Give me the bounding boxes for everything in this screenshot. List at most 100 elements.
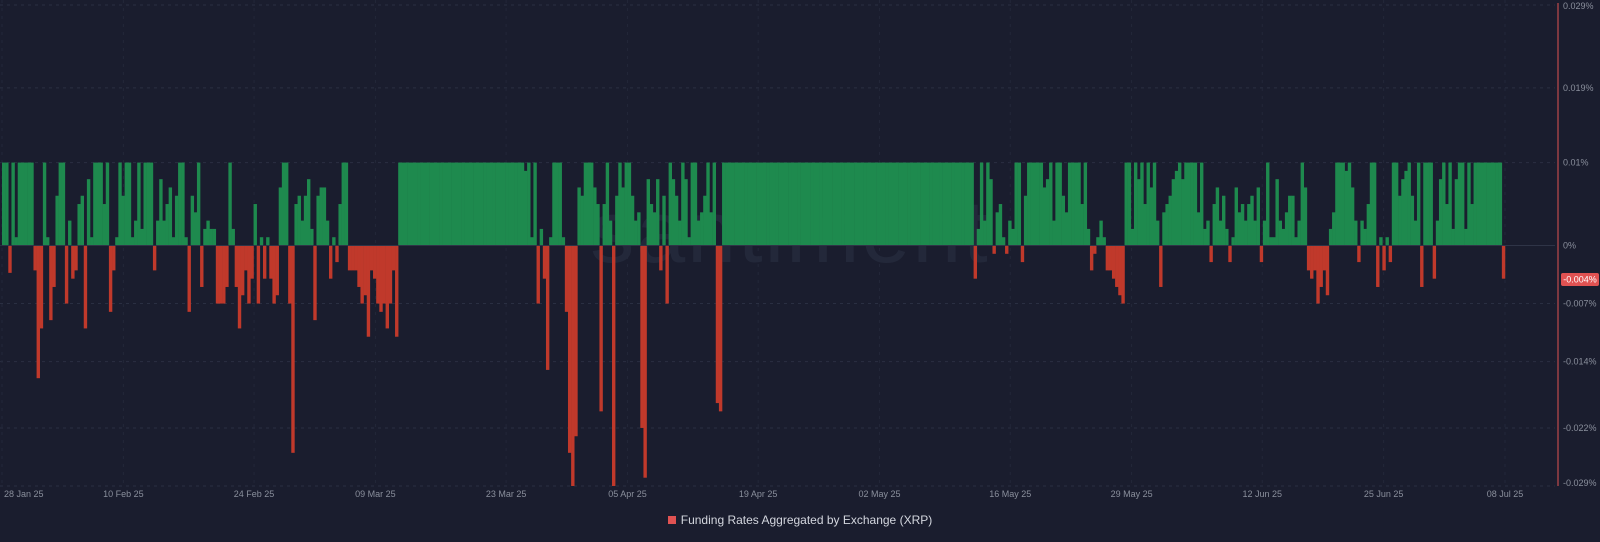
bar-positive[interactable] [162,220,166,246]
bar-positive[interactable] [800,162,805,246]
bar-positive[interactable] [206,220,210,246]
bar-positive[interactable] [61,162,66,246]
bar-positive[interactable] [602,204,606,246]
bar-positive[interactable] [819,162,823,246]
bar-positive[interactable] [1460,162,1465,246]
bar-negative[interactable] [1259,245,1264,263]
bar-positive[interactable] [860,162,864,246]
bar-positive[interactable] [508,162,512,246]
bar-positive[interactable] [137,162,141,246]
bar-positive[interactable] [957,162,962,246]
bar-positive[interactable] [115,237,119,246]
bar-positive[interactable] [310,228,314,246]
bar-positive[interactable] [728,162,732,246]
bar-positive[interactable] [583,162,588,246]
bar-positive[interactable] [134,220,138,246]
bar-positive[interactable] [1407,162,1411,246]
bar-positive[interactable] [1231,237,1235,246]
bar-negative[interactable] [391,245,396,271]
bar-positive[interactable] [847,162,852,246]
bar-positive[interactable] [1366,204,1371,246]
bar-positive[interactable] [1335,162,1339,246]
bar-positive[interactable] [577,187,581,246]
bar-positive[interactable] [737,162,742,246]
bar-positive[interactable] [1039,162,1044,246]
bar-positive[interactable] [901,162,905,246]
bar-positive[interactable] [1464,228,1468,246]
bar-positive[interactable] [725,162,729,246]
bar-negative[interactable] [1089,245,1094,271]
bar-negative[interactable] [247,245,251,304]
bar-negative[interactable] [112,245,116,271]
bar-positive[interactable] [835,162,839,246]
bar-positive[interactable] [253,204,257,246]
bar-positive[interactable] [266,237,270,246]
bar-positive[interactable] [1486,162,1490,246]
bar-positive[interactable] [432,162,437,246]
bar-positive[interactable] [1266,162,1270,246]
bar-positive[interactable] [1250,195,1254,246]
bar-negative[interactable] [1209,245,1213,263]
bar-positive[interactable] [926,162,930,246]
bar-positive[interactable] [772,162,776,246]
bar-negative[interactable] [536,245,540,304]
bar-positive[interactable] [410,162,415,246]
bar-positive[interactable] [454,162,459,246]
bar-positive[interactable] [646,179,650,246]
bar-negative[interactable] [1005,245,1009,254]
bar-positive[interactable] [1083,162,1088,246]
bar-negative[interactable] [240,245,245,296]
bar-positive[interactable] [668,162,672,246]
bar-positive[interactable] [1181,179,1185,246]
bar-negative[interactable] [643,245,647,478]
bar-positive[interactable] [759,162,764,246]
bar-positive[interactable] [1332,212,1336,246]
bar-negative[interactable] [347,245,352,271]
bar-negative[interactable] [715,245,720,404]
bar-positive[interactable] [1482,162,1487,246]
bar-positive[interactable] [891,162,896,246]
bar-positive[interactable] [130,237,135,246]
bar-positive[interactable] [190,195,195,246]
bar-positive[interactable] [596,204,600,246]
bar-positive[interactable] [1473,162,1477,246]
bar-positive[interactable] [939,162,943,246]
bar-positive[interactable] [696,220,701,246]
bar-positive[interactable] [1297,220,1301,246]
bar-positive[interactable] [869,162,874,246]
bar-positive[interactable] [11,162,15,246]
bar-positive[interactable] [872,162,877,246]
bar-positive[interactable] [1467,162,1471,246]
bar-positive[interactable] [307,179,311,246]
bar-positive[interactable] [951,162,955,246]
bar-positive[interactable] [781,162,786,246]
bar-positive[interactable] [1237,212,1242,246]
bar-positive[interactable] [231,228,235,246]
bar-positive[interactable] [1404,170,1408,246]
bar-positive[interactable] [80,195,85,246]
bar-negative[interactable] [152,245,157,271]
bar-positive[interactable] [46,237,50,246]
bar-negative[interactable] [1316,245,1320,304]
bar-positive[interactable] [1247,204,1251,246]
bar-positive[interactable] [464,162,468,246]
bar-positive[interactable] [1055,162,1059,246]
bar-negative[interactable] [351,245,355,271]
bar-positive[interactable] [193,212,198,246]
bar-positive[interactable] [467,162,471,246]
bar-positive[interactable] [93,162,97,246]
bar-negative[interactable] [225,245,229,287]
bar-positive[interactable] [932,162,937,246]
bar-positive[interactable] [1017,162,1022,246]
bar-negative[interactable] [1382,245,1386,271]
bar-positive[interactable] [722,162,726,246]
bar-positive[interactable] [693,162,698,246]
bar-negative[interactable] [1325,245,1330,296]
bar-positive[interactable] [935,162,940,246]
bar-positive[interactable] [294,204,298,246]
bar-negative[interactable] [366,245,371,337]
bar-positive[interactable] [788,162,792,246]
bar-positive[interactable] [1341,162,1345,246]
bar-positive[interactable] [42,162,47,246]
bar-positive[interactable] [171,237,176,246]
